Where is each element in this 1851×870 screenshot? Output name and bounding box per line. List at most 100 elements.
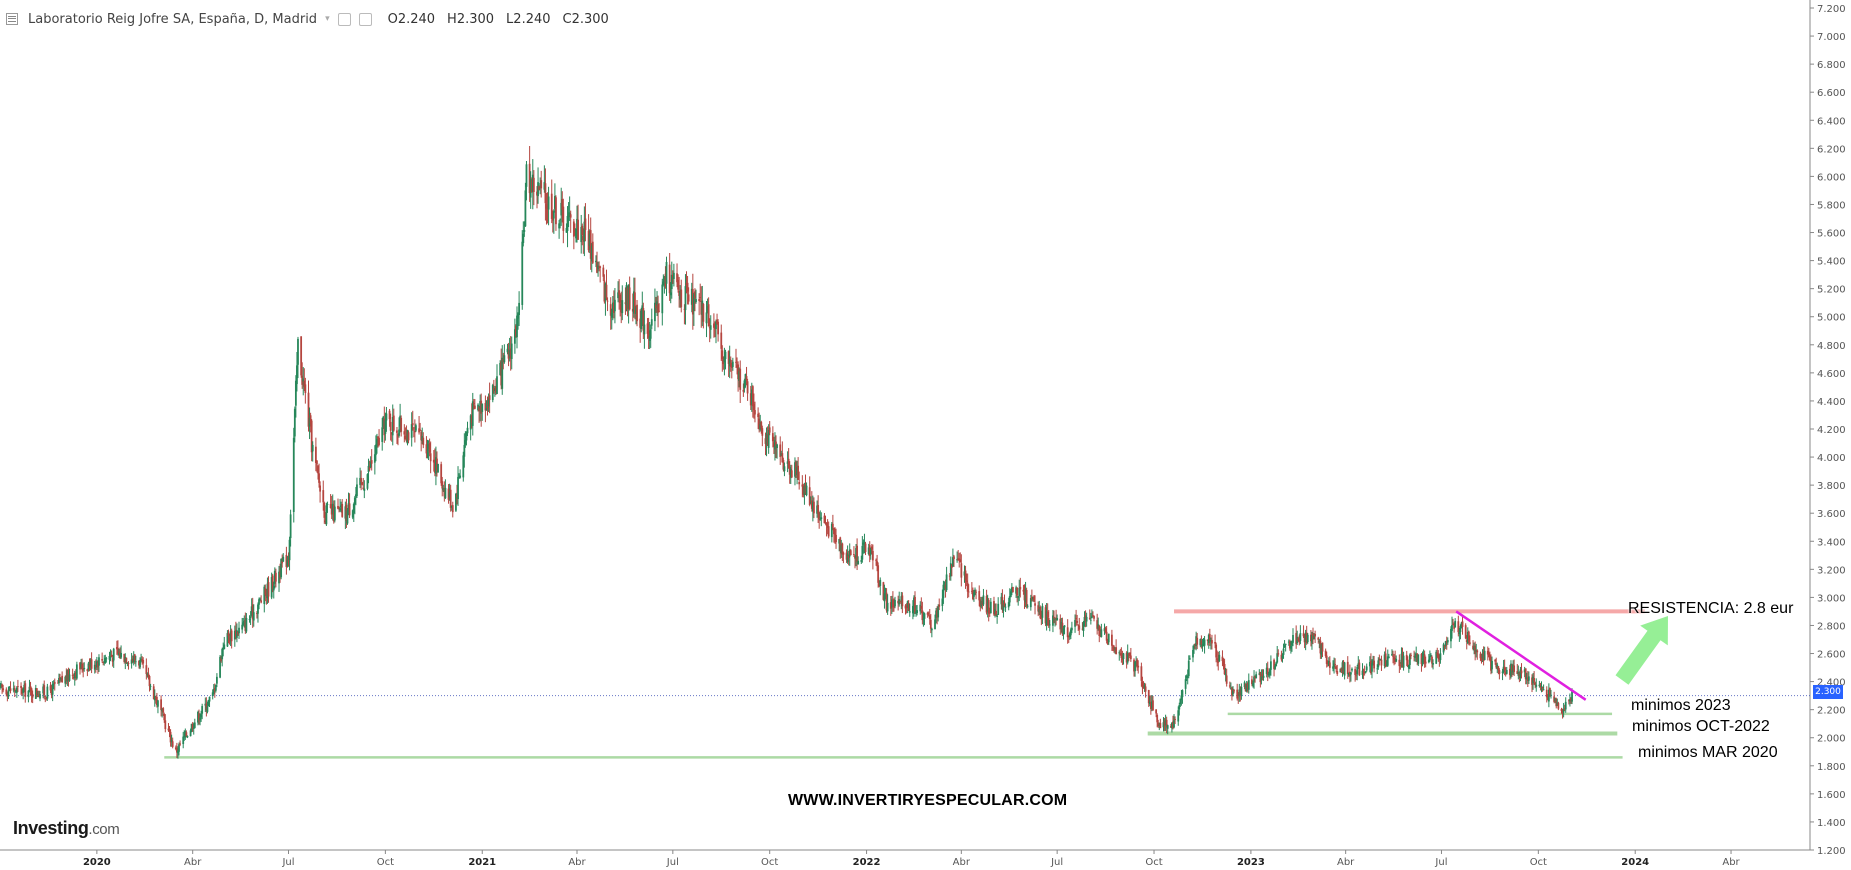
candle [646, 323, 649, 334]
candle [89, 659, 92, 667]
candle [830, 523, 833, 538]
candle [642, 308, 645, 331]
x-tick-label: Oct [1145, 857, 1162, 868]
candle [169, 731, 172, 743]
candle [42, 686, 45, 694]
candle [1424, 661, 1427, 664]
candle [894, 600, 896, 607]
candle [499, 363, 502, 376]
candle [388, 410, 391, 420]
candle [694, 291, 696, 299]
candle [1133, 659, 1135, 672]
candle [1283, 645, 1286, 647]
candle [899, 600, 902, 602]
x-tick-label: Abr [568, 857, 586, 868]
candle [147, 673, 150, 677]
visibility-icon[interactable] [358, 12, 372, 26]
candle [916, 610, 919, 614]
chevron-down-icon[interactable]: ▾ [325, 14, 330, 24]
candle [714, 324, 716, 329]
candle [922, 618, 925, 620]
candle [617, 292, 619, 299]
candle [1112, 647, 1114, 649]
candle [495, 386, 497, 393]
candle [809, 502, 812, 504]
candle [1088, 617, 1091, 619]
candle [1416, 653, 1419, 662]
candle [1517, 671, 1520, 676]
candle [639, 318, 642, 328]
candle [1427, 659, 1430, 663]
candle [257, 604, 259, 614]
downtrend-line[interactable] [1455, 610, 1587, 701]
candle [470, 415, 473, 424]
open-label: O [387, 11, 398, 27]
candle [1384, 653, 1387, 668]
candle [1040, 617, 1043, 619]
candle [464, 440, 467, 445]
candle [1228, 685, 1231, 687]
candle [1474, 645, 1477, 654]
candle [1465, 640, 1468, 643]
candle [65, 675, 68, 681]
candle [1511, 665, 1513, 671]
candle [185, 732, 188, 737]
candle [1380, 659, 1383, 666]
candle [611, 302, 614, 313]
candle [1258, 673, 1261, 675]
candle [399, 415, 402, 427]
candle [956, 559, 959, 561]
instrument-title[interactable]: Laboratorio Reig Jofre SA, España, D, Ma… [28, 11, 318, 27]
settings-icon[interactable] [337, 12, 351, 26]
candle [1267, 674, 1270, 676]
candle [787, 458, 790, 469]
candle [133, 654, 136, 661]
candle [204, 703, 207, 706]
candle [1026, 605, 1029, 607]
investing-logo[interactable]: Investing.com [13, 818, 120, 839]
candle [61, 675, 64, 683]
candle [826, 525, 829, 528]
candle [317, 466, 319, 474]
candle [15, 687, 18, 693]
candle [1436, 652, 1439, 655]
candle [1312, 633, 1314, 640]
candle [1096, 620, 1099, 629]
candle [515, 325, 517, 336]
candle [823, 515, 826, 524]
candle [190, 723, 193, 732]
x-tick-label: 2022 [853, 857, 881, 868]
candle [1262, 675, 1265, 678]
y-tick-label: 1.600 [1817, 790, 1846, 801]
candle [937, 606, 940, 618]
candle [758, 418, 761, 430]
candle [522, 233, 525, 243]
candle [551, 216, 554, 221]
candle [1527, 676, 1530, 681]
candle [635, 307, 637, 315]
candle [153, 696, 156, 701]
candle [245, 617, 248, 632]
candle [1295, 633, 1298, 645]
candle [1098, 625, 1101, 636]
candle [1401, 653, 1404, 668]
candle [603, 280, 606, 302]
candle [827, 526, 830, 537]
resistance-label: RESISTENCIA: 2.8 eur [1628, 600, 1794, 617]
candle [529, 179, 532, 198]
menu-icon[interactable] [6, 13, 18, 25]
candle [1378, 658, 1381, 661]
candle [481, 403, 484, 412]
candle [901, 595, 904, 607]
candle [1099, 634, 1102, 636]
candle [110, 654, 113, 657]
y-tick-label: 4.000 [1817, 453, 1846, 464]
candle [1044, 607, 1047, 624]
candle [270, 577, 273, 598]
candle [841, 543, 844, 555]
candle [1207, 634, 1210, 643]
candle [1103, 628, 1106, 632]
candle [604, 283, 607, 301]
candle [117, 647, 119, 654]
